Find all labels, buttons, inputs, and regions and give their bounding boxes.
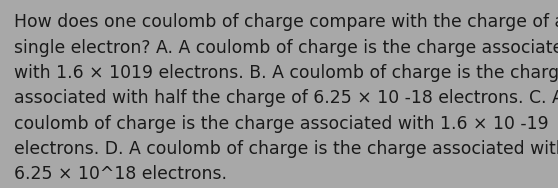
Text: electrons. D. A coulomb of charge is the charge associated with: electrons. D. A coulomb of charge is the…: [14, 140, 558, 158]
Text: associated with half the charge of 6.25 × 10 -18 electrons. C. A: associated with half the charge of 6.25 …: [14, 89, 558, 107]
Text: with 1.6 × 1019 electrons. B. A coulomb of charge is the charge: with 1.6 × 1019 electrons. B. A coulomb …: [14, 64, 558, 82]
Text: How does one coulomb of charge compare with the charge of a: How does one coulomb of charge compare w…: [14, 13, 558, 31]
Text: single electron? A. A coulomb of charge is the charge associated: single electron? A. A coulomb of charge …: [14, 39, 558, 57]
Text: 6.25 × 10^18 electrons.: 6.25 × 10^18 electrons.: [14, 165, 227, 183]
Text: coulomb of charge is the charge associated with 1.6 × 10 -19: coulomb of charge is the charge associat…: [14, 115, 549, 133]
